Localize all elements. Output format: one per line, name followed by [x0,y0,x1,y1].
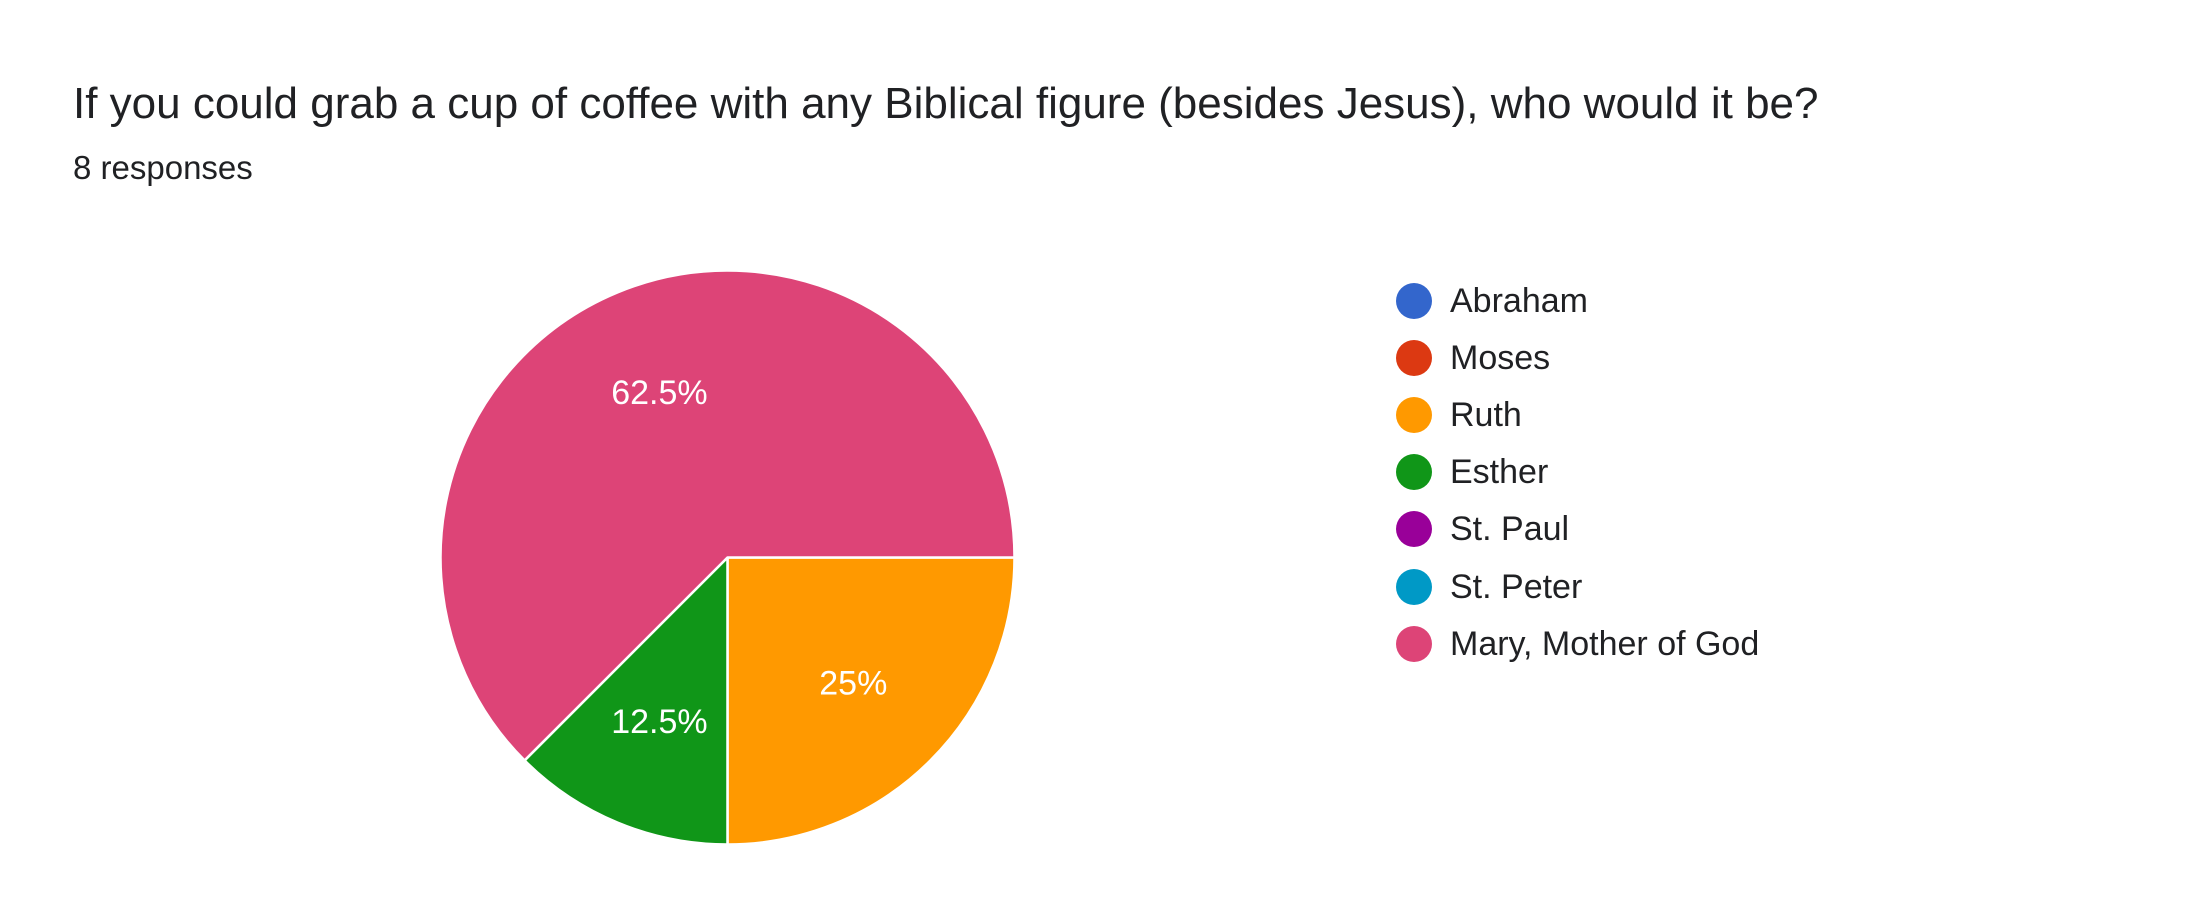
pie-slice-label: 12.5% [611,703,707,741]
legend-label: Moses [1450,338,1551,377]
pie-slice-label: 25% [819,664,887,702]
pie-slice-esther [523,556,729,845]
legend-label: Mary, Mother of God [1450,624,1760,663]
legend-label: Ruth [1450,395,1522,434]
legend-swatch [1396,339,1432,376]
pie-chart-svg: 25% 12.5% 62.5% [440,270,1015,845]
pie-chart: 25% 12.5% 62.5% [440,270,1015,845]
legend-swatch [1396,568,1432,605]
legend-swatch [1396,396,1432,433]
legend-label: St. Paul [1450,510,1570,549]
legend-swatch [1396,511,1432,548]
legend-label: Abraham [1450,281,1588,320]
legend-item: St. Peter [1396,558,1759,615]
pie-slice-ruth [726,556,1015,845]
legend-item: Abraham [1396,272,1759,329]
response-count: 8 responses [73,149,253,186]
legend-item: Ruth [1396,386,1759,443]
pie-slice-mary-mother-of-god [440,270,1015,762]
question-title: If you could grab a cup of coffee with a… [73,79,1819,128]
legend-item: Esther [1396,444,1759,501]
legend-label: Esther [1450,453,1549,492]
legend-swatch [1396,454,1432,491]
pie-slice-label: 62.5% [611,374,707,412]
legend-swatch [1396,625,1432,662]
legend-item: Moses [1396,329,1759,386]
legend-label: St. Peter [1450,567,1583,606]
legend-item: Mary, Mother of God [1396,615,1759,672]
chart-legend: Abraham Moses Ruth Esther St. Paul St. Peter M… [1396,272,1759,672]
legend-swatch [1396,282,1432,319]
legend-item: St. Paul [1396,501,1759,558]
